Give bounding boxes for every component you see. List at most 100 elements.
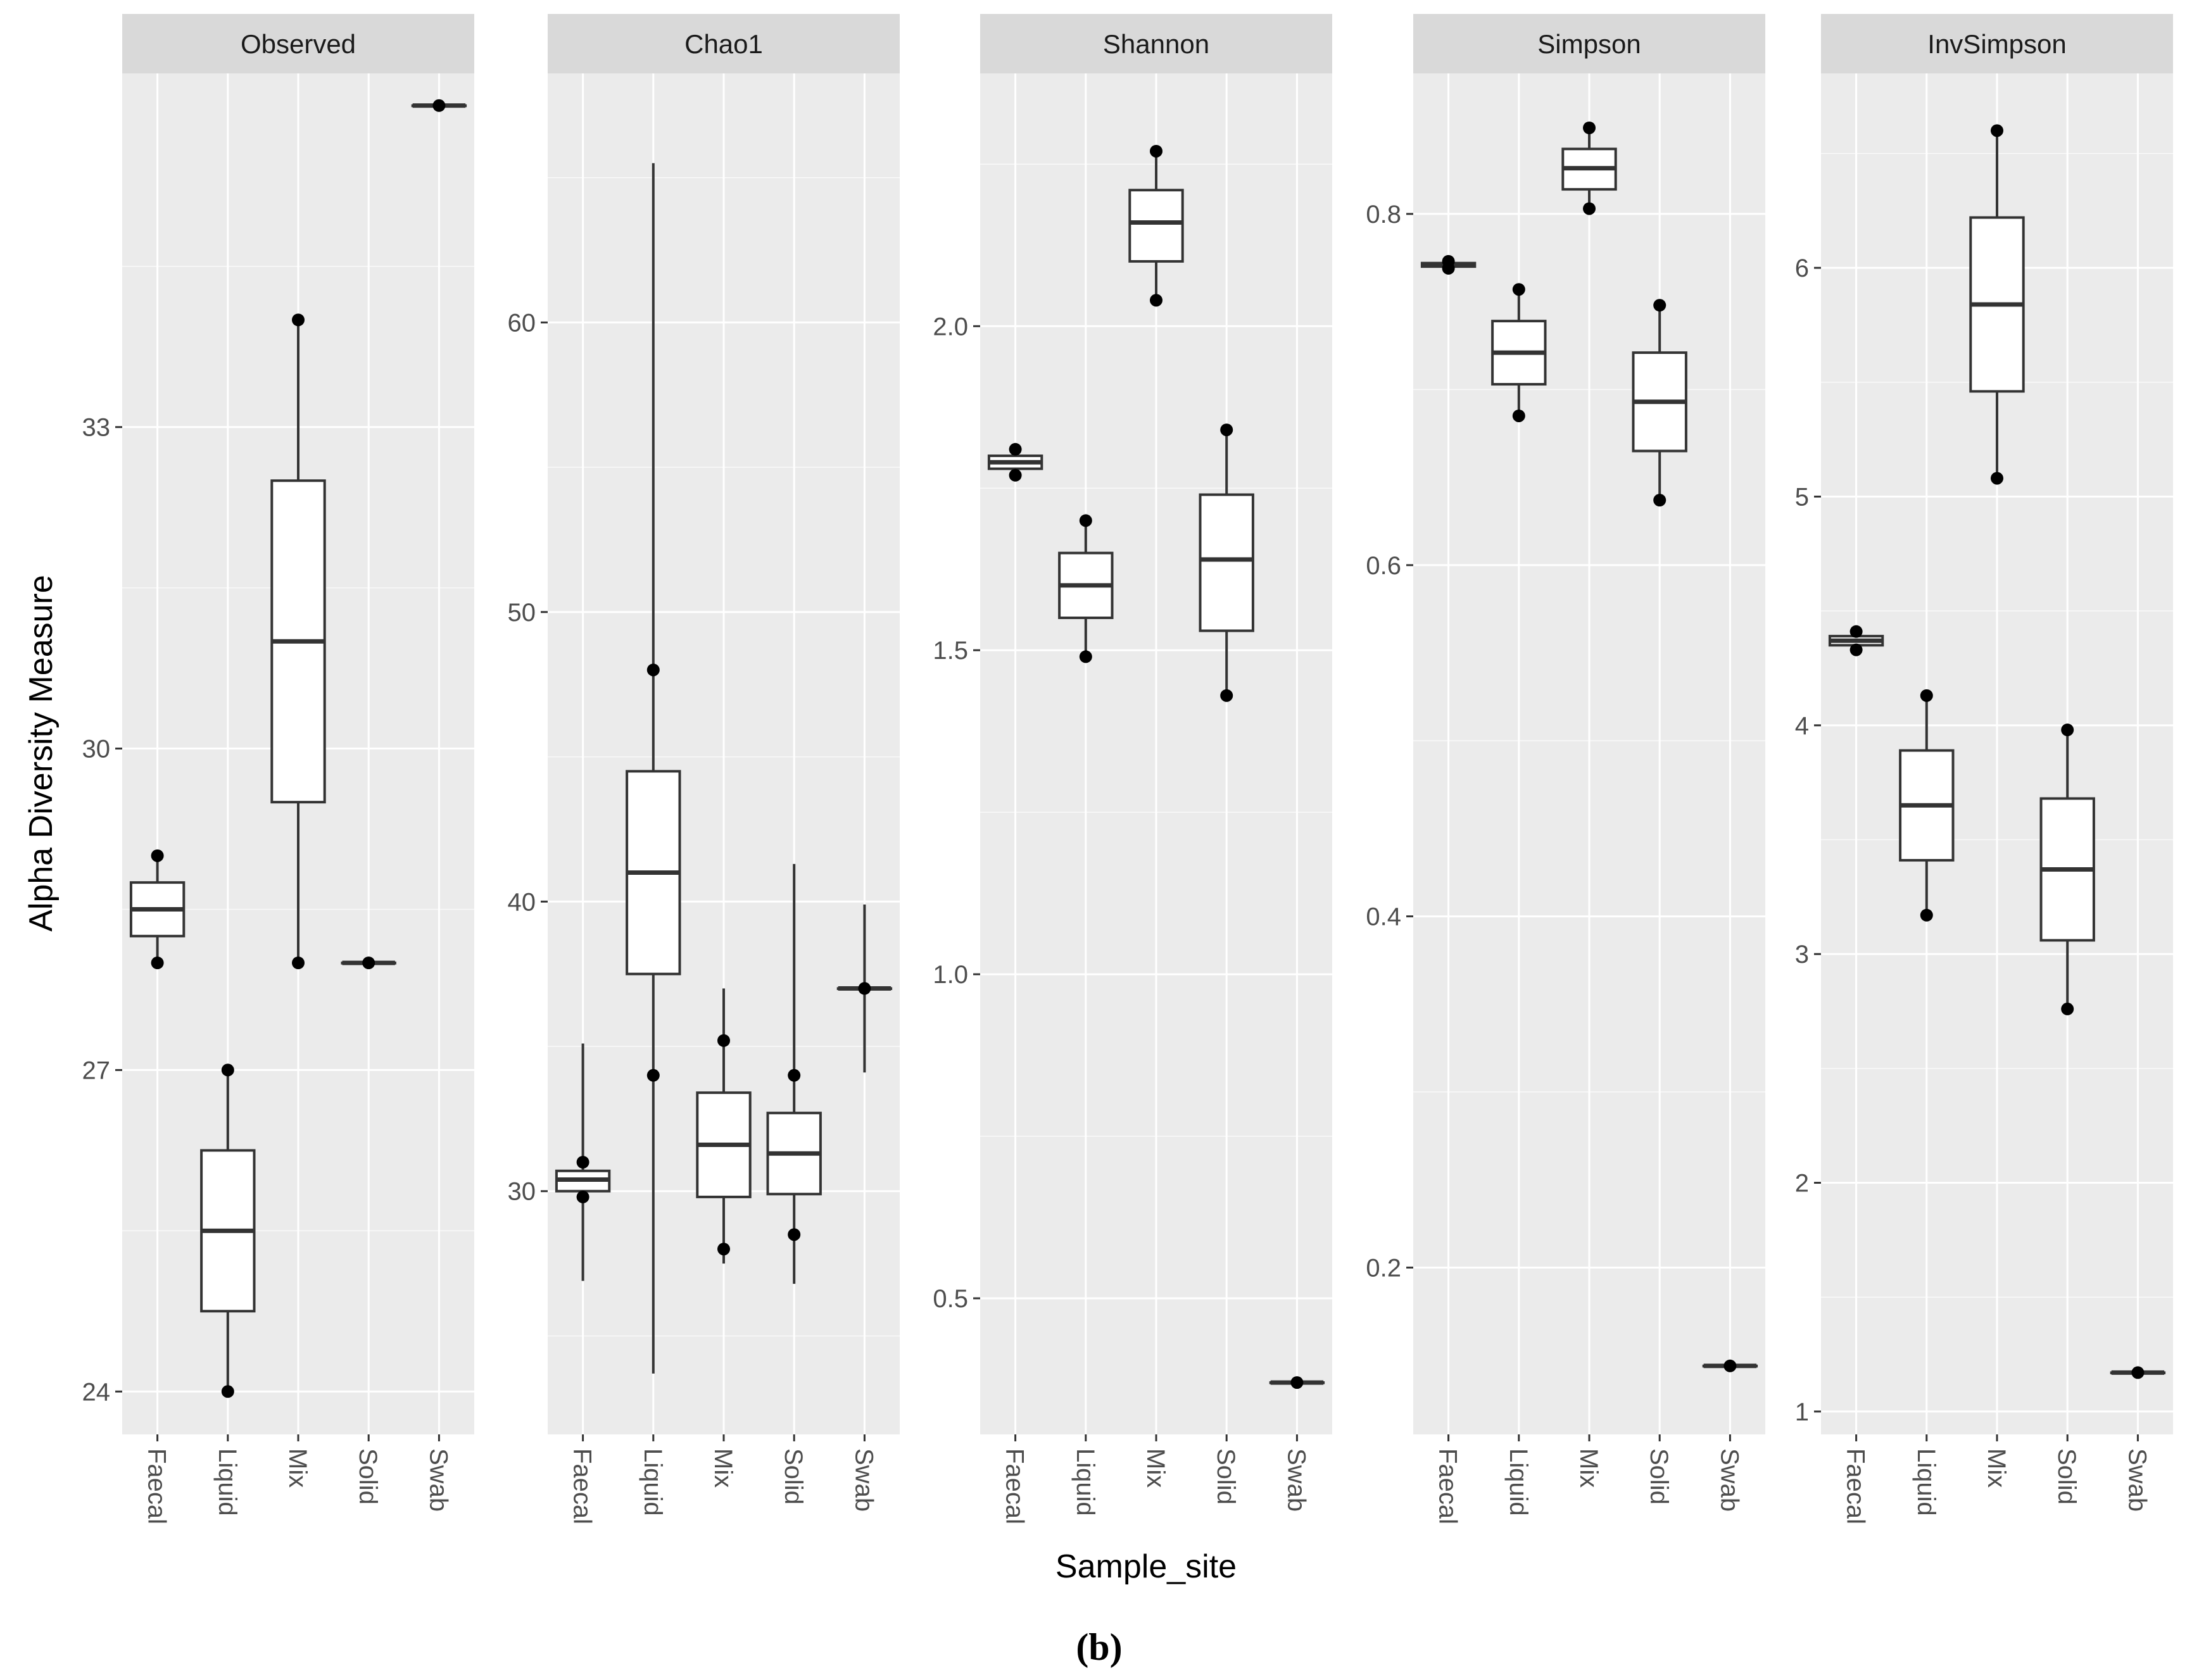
data-point [1079, 650, 1092, 663]
y-tick-label: 0.2 [1366, 1254, 1401, 1282]
box-mix [1969, 124, 2025, 485]
box-swab [1702, 1359, 1758, 1372]
box-solid [766, 863, 822, 1284]
data-point [1583, 202, 1596, 215]
box-swab [411, 99, 467, 112]
panel-simpson: Simpson 0.2 0.4 0.6 0.8 Faecal Liquid Mix Solid S… [1366, 14, 1765, 1524]
box-body [1199, 493, 1254, 632]
box-faecal [555, 1043, 611, 1281]
data-point [432, 99, 446, 112]
data-point [1009, 468, 1022, 482]
y-tick-label: 5 [1795, 483, 1809, 511]
data-point [1150, 294, 1163, 307]
data-point [1723, 1359, 1737, 1372]
data-point [221, 1385, 234, 1398]
y-tick-label: 3 [1795, 941, 1809, 969]
box-solid [2039, 724, 2095, 1015]
data-point [1849, 643, 1863, 656]
x-tick-label: Swab [424, 1448, 452, 1512]
x-tick-label: Mix [284, 1448, 312, 1488]
data-point [788, 1069, 801, 1082]
data-point [1920, 908, 1933, 922]
box-solid [1632, 299, 1687, 507]
data-point [1849, 625, 1863, 638]
data-point [1991, 124, 2003, 137]
y-tick-label: 24 [82, 1378, 111, 1406]
x-tick-label: Swab [1715, 1448, 1743, 1512]
data-point [292, 313, 305, 327]
y-tick-label: 50 [508, 599, 536, 627]
figure-caption: (b) [1076, 1626, 1122, 1668]
data-point [1991, 472, 2003, 485]
strip-background [1821, 14, 2173, 73]
x-tick-label: Liquid [1504, 1448, 1532, 1516]
y-tick-label: 33 [82, 414, 111, 442]
y-tick-label: 30 [508, 1178, 536, 1206]
box-body [1128, 189, 1184, 263]
x-tick-label: Faecal [1434, 1448, 1462, 1524]
x-tick-label: Liquid [213, 1448, 241, 1516]
data-point [788, 1228, 801, 1241]
strip-label: InvSimpson [1927, 29, 2066, 59]
data-point [1653, 494, 1667, 507]
data-point [1442, 254, 1455, 268]
y-tick-label: 6 [1795, 254, 1809, 282]
box-faecal [1828, 625, 1884, 656]
x-tick-label: Faecal [569, 1448, 596, 1524]
data-point [1220, 423, 1233, 437]
box-solid [1199, 423, 1254, 702]
data-point [221, 1063, 234, 1077]
box-faecal [129, 849, 186, 970]
strip-label: Shannon [1103, 29, 1209, 59]
y-tick-label: 0.4 [1366, 903, 1401, 931]
data-point [2131, 1366, 2145, 1379]
data-point [858, 982, 871, 995]
x-tick-label: Swab [1282, 1448, 1310, 1512]
y-tick-label: 1.5 [933, 637, 968, 665]
strip-background [980, 14, 1332, 73]
strip-background [1413, 14, 1765, 73]
box-faecal [987, 442, 1043, 482]
y-tick-label: 0.6 [1366, 552, 1401, 580]
data-point [362, 956, 375, 970]
box-mix [270, 313, 326, 970]
y-tick-label: 0.8 [1366, 201, 1401, 229]
x-tick-label: Solid [2053, 1448, 2081, 1505]
y-tick-label: 2.0 [933, 313, 968, 341]
strip-background [548, 14, 900, 73]
y-tick-label: 1.0 [933, 961, 968, 989]
box-mix [696, 988, 752, 1264]
x-tick-label: Faecal [143, 1448, 171, 1524]
data-point [2061, 724, 2074, 737]
data-point [151, 956, 164, 970]
x-tick-label: Solid [1212, 1448, 1240, 1505]
box-mix [1561, 122, 1617, 215]
panel-invsimpson: InvSimpson 1 2 3 4 5 6 Faecal Liquid Mix Solid Swab [1795, 14, 2173, 1524]
panel-shannon: Shannon 0.5 1.0 1.5 2.0 Faecal Liquid Mix Solid S… [933, 14, 1332, 1524]
strip-label: Chao1 [684, 29, 763, 59]
box-solid [341, 956, 396, 970]
data-point [1290, 1376, 1304, 1389]
x-tick-label: Solid [779, 1448, 807, 1505]
x-tick-label: Solid [1645, 1448, 1673, 1505]
x-tick-label: Swab [2123, 1448, 2151, 1512]
x-tick-label: Faecal [1842, 1448, 1870, 1524]
x-tick-label: Mix [1575, 1448, 1603, 1488]
data-point [717, 1034, 730, 1047]
data-point [646, 1069, 660, 1082]
y-tick-label: 0.5 [933, 1285, 968, 1313]
data-point [576, 1190, 589, 1203]
x-tick-label: Swab [850, 1448, 878, 1512]
y-tick-label: 4 [1795, 712, 1809, 740]
x-tick-label: Mix [1142, 1448, 1169, 1488]
strip-label: Simpson [1537, 29, 1641, 59]
x-tick-label: Liquid [1912, 1448, 1940, 1516]
x-tick-label: Mix [1982, 1448, 2010, 1488]
y-axis-title: Alpha Diversity Measure [23, 575, 60, 932]
x-tick-label: Solid [354, 1448, 382, 1505]
data-point [1009, 442, 1022, 456]
box-swab [1269, 1376, 1325, 1389]
panel-chao1: Chao1 30 40 50 60 Faecal Liquid Mix Solid Swab [508, 14, 900, 1524]
data-point [646, 663, 660, 677]
